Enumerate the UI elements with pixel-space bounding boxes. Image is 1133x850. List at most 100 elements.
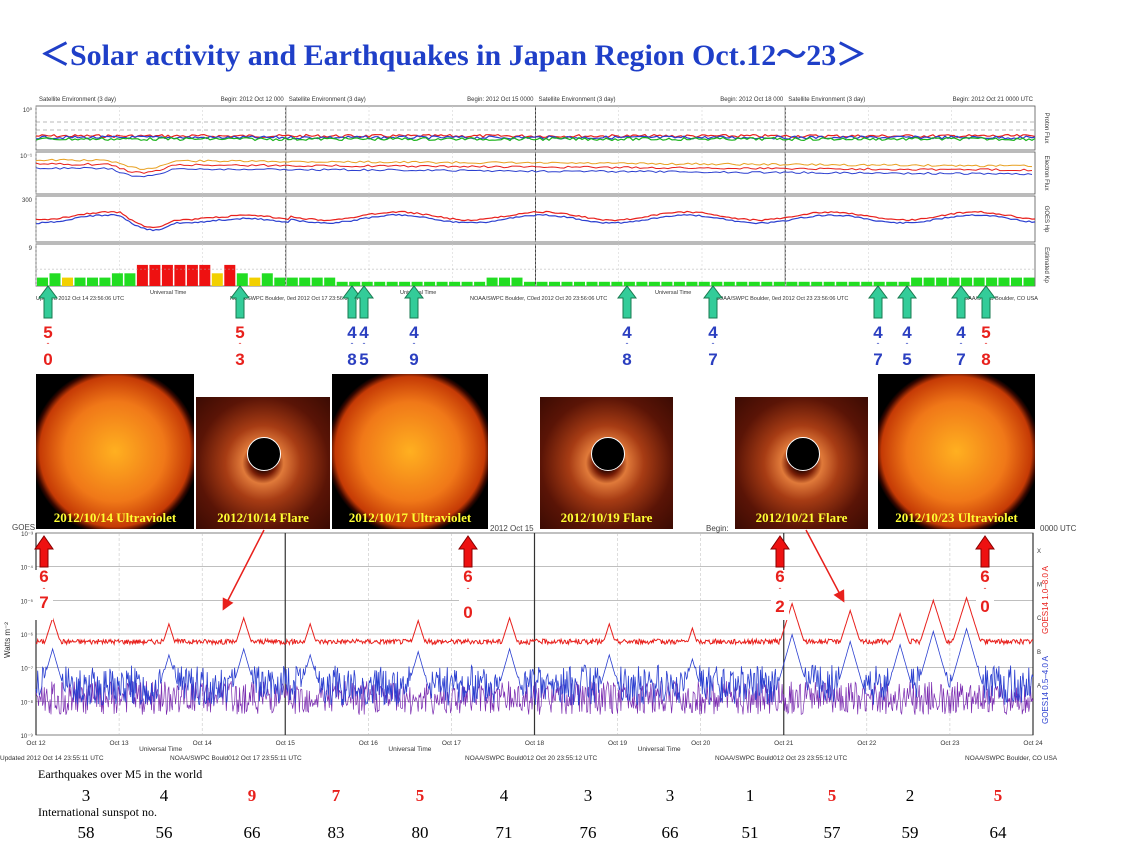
- xray-long-series: [35, 596, 1034, 647]
- quake-decimal-point: -: [960, 338, 963, 348]
- pointer-arrow: [222, 529, 265, 611]
- kp-bar: [823, 281, 835, 286]
- sunspot-row-label: International sunspot no.: [38, 805, 157, 819]
- kp-bar: [87, 277, 98, 286]
- kp-bar: [611, 281, 623, 286]
- quake-magnitude-digit: 4: [347, 323, 357, 342]
- quake-magnitude-digit: 4: [873, 323, 883, 342]
- kp-bar: [961, 277, 973, 286]
- sunspot-number: 71: [495, 823, 513, 842]
- quake-magnitude-digit: 8: [981, 350, 990, 369]
- panel-y-tick: 300: [22, 198, 33, 204]
- kp-bar: [174, 264, 186, 286]
- kp-bar: [549, 281, 560, 286]
- kp-bar: [99, 277, 111, 286]
- quake-magnitude-digit: 8: [622, 350, 631, 369]
- xray-short-series: [35, 627, 1034, 706]
- kp-bar: [574, 281, 585, 286]
- quake-magnitude-digit: 0: [43, 350, 52, 369]
- kp-bar: [361, 281, 373, 286]
- xray-x-tick: Oct 22: [857, 740, 877, 747]
- sunspot-number: 64: [989, 823, 1007, 842]
- kp-bar: [598, 281, 610, 286]
- xray-header-left: GOES: [12, 523, 35, 532]
- green-arrow-marker: [703, 285, 723, 319]
- kp-bar: [948, 277, 960, 286]
- sunspot-number: 76: [579, 823, 597, 842]
- image-caption: 2012/10/14 Flare: [217, 510, 309, 525]
- xray-universal-time: Universal Time: [139, 746, 182, 753]
- proton-flux-line: [35, 136, 1036, 142]
- xray-y-tick: 10⁻⁹: [21, 733, 34, 740]
- earthquake-count: 5: [993, 786, 1003, 805]
- quake-magnitude-digit: 4: [956, 323, 966, 342]
- kp-bar: [524, 281, 535, 286]
- xray-y-tick: 10⁻⁵: [21, 598, 34, 605]
- quake-magnitude-digit: 5: [359, 350, 368, 369]
- green-arrow-marker: [404, 285, 424, 319]
- kp-bar: [499, 277, 510, 286]
- quake-decimal-point: -: [351, 338, 354, 348]
- kp-bar: [536, 281, 548, 286]
- xray-x-tick: Oct 16: [359, 740, 379, 747]
- quake-magnitude-digit: 5: [902, 350, 911, 369]
- xray-universal-time: Universal Time: [638, 746, 681, 753]
- kp-bar: [136, 264, 148, 286]
- earthquake-count: 4: [159, 786, 169, 805]
- kp-bar: [636, 281, 648, 286]
- kp-bar: [1023, 277, 1035, 286]
- image-caption: 2012/10/17 Ultraviolet: [348, 510, 472, 525]
- sunspot-number: 51: [741, 823, 759, 842]
- xray-y-tick: 10⁻³: [21, 532, 33, 538]
- earthquake-row-label: Earthquakes over M5 in the world: [38, 767, 203, 781]
- electron-flux-line: [35, 158, 1033, 170]
- green-arrow-marker: [617, 285, 637, 319]
- panel-right-label: Estimated Kp: [1043, 247, 1049, 283]
- page-title: ＜Solar activity and Earthquakes in Japan…: [40, 39, 867, 72]
- xray-footer: NOAA/SWPC Bould012 Oct 23 23:55:12 UTC: [715, 755, 848, 762]
- electron-flux-line: [35, 162, 1033, 174]
- flare-digit-background: [771, 570, 789, 620]
- earthquake-count: 9: [247, 786, 257, 805]
- xray-class-letter: X: [1037, 549, 1041, 555]
- quake-magnitude-digit: 5: [235, 323, 244, 342]
- red-flare-arrow: [34, 535, 54, 568]
- kp-bar: [261, 273, 273, 286]
- quake-magnitude-digit: 4: [359, 323, 369, 342]
- flare-digit: 6: [463, 567, 472, 586]
- kp-bar: [236, 273, 248, 286]
- sunspot-number: 57: [823, 823, 841, 842]
- red-flare-arrow: [770, 535, 790, 568]
- kp-bar: [286, 277, 298, 286]
- kp-bar: [37, 277, 48, 286]
- pointer-arrow: [805, 529, 845, 603]
- kp-bar: [761, 281, 773, 286]
- quake-decimal-point: -: [363, 338, 366, 348]
- kp-bar: [798, 281, 810, 286]
- panel-begin: Begin: 2012 Oct 12 000: [221, 97, 285, 103]
- image-caption: 2012/10/14 Ultraviolet: [53, 510, 177, 525]
- xray-x-tick: Oct 14: [193, 740, 213, 747]
- occulter-disk-icon: [785, 437, 820, 471]
- kp-bar: [274, 277, 286, 286]
- green-arrow-marker: [342, 285, 362, 319]
- kp-bar: [836, 281, 848, 286]
- xray-footer: Updated 2012 Oct 14 23:55:11 UTC: [0, 755, 104, 762]
- flare-digit: 0: [463, 603, 472, 622]
- kp-bar: [461, 281, 473, 286]
- xray-noise-series: [35, 680, 1034, 716]
- xray-y-tick: 10⁻⁴: [21, 565, 34, 572]
- sunspot-number: 80: [411, 823, 429, 842]
- flare-digit: 6: [980, 567, 989, 586]
- goes-hp-line: [35, 213, 1036, 232]
- green-arrow-marker: [951, 285, 971, 319]
- image-caption: 2012/10/19 Flare: [560, 510, 653, 525]
- sunspot-number: 66: [661, 823, 679, 842]
- kp-bar: [224, 264, 236, 286]
- xray-header-mid: 2012 Oct 15: [490, 524, 534, 533]
- xray-y-tick: 10⁻⁸: [21, 699, 34, 706]
- coronagraph-flare-image: 2012/10/21 Flare: [735, 397, 868, 529]
- quake-decimal-point: -: [47, 338, 50, 348]
- kp-bar: [736, 281, 748, 286]
- coronagraph-flare-image: 2012/10/14 Flare: [196, 397, 330, 529]
